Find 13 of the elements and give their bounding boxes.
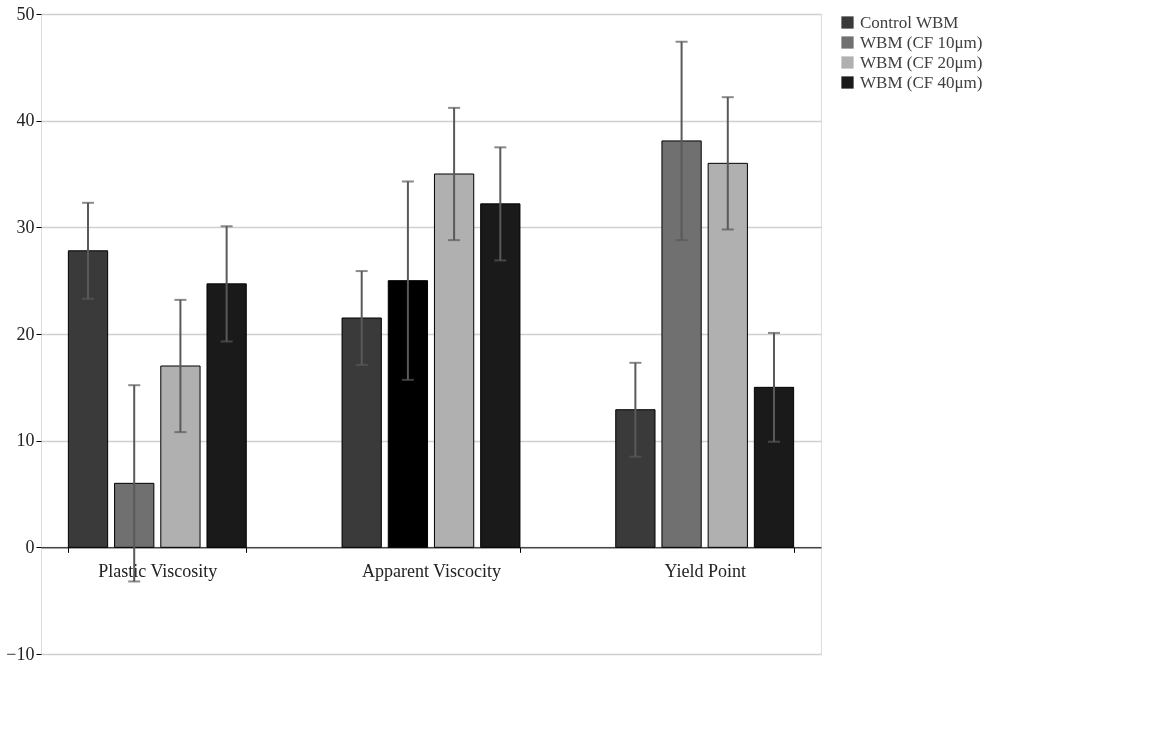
legend-label: WBM (CF 20μm) (860, 52, 983, 72)
legend-label: WBM (CF 40μm) (860, 72, 983, 92)
y-tick-label: −10 (6, 643, 35, 664)
y-tick-label: 10 (16, 430, 35, 451)
y-tick-label: 0 (25, 536, 35, 557)
y-tick-label: 20 (16, 323, 35, 344)
y-tick-label: 40 (16, 110, 35, 131)
x-tick-label: Apparent Viscocity (361, 560, 502, 581)
x-tick-label: Yield Point (664, 560, 746, 581)
legend-label: WBM (CF 10μm) (860, 32, 983, 52)
y-tick-label: 50 (16, 3, 35, 24)
y-tick-label: 30 (16, 216, 35, 237)
legend-label: Control WBM (860, 12, 959, 32)
